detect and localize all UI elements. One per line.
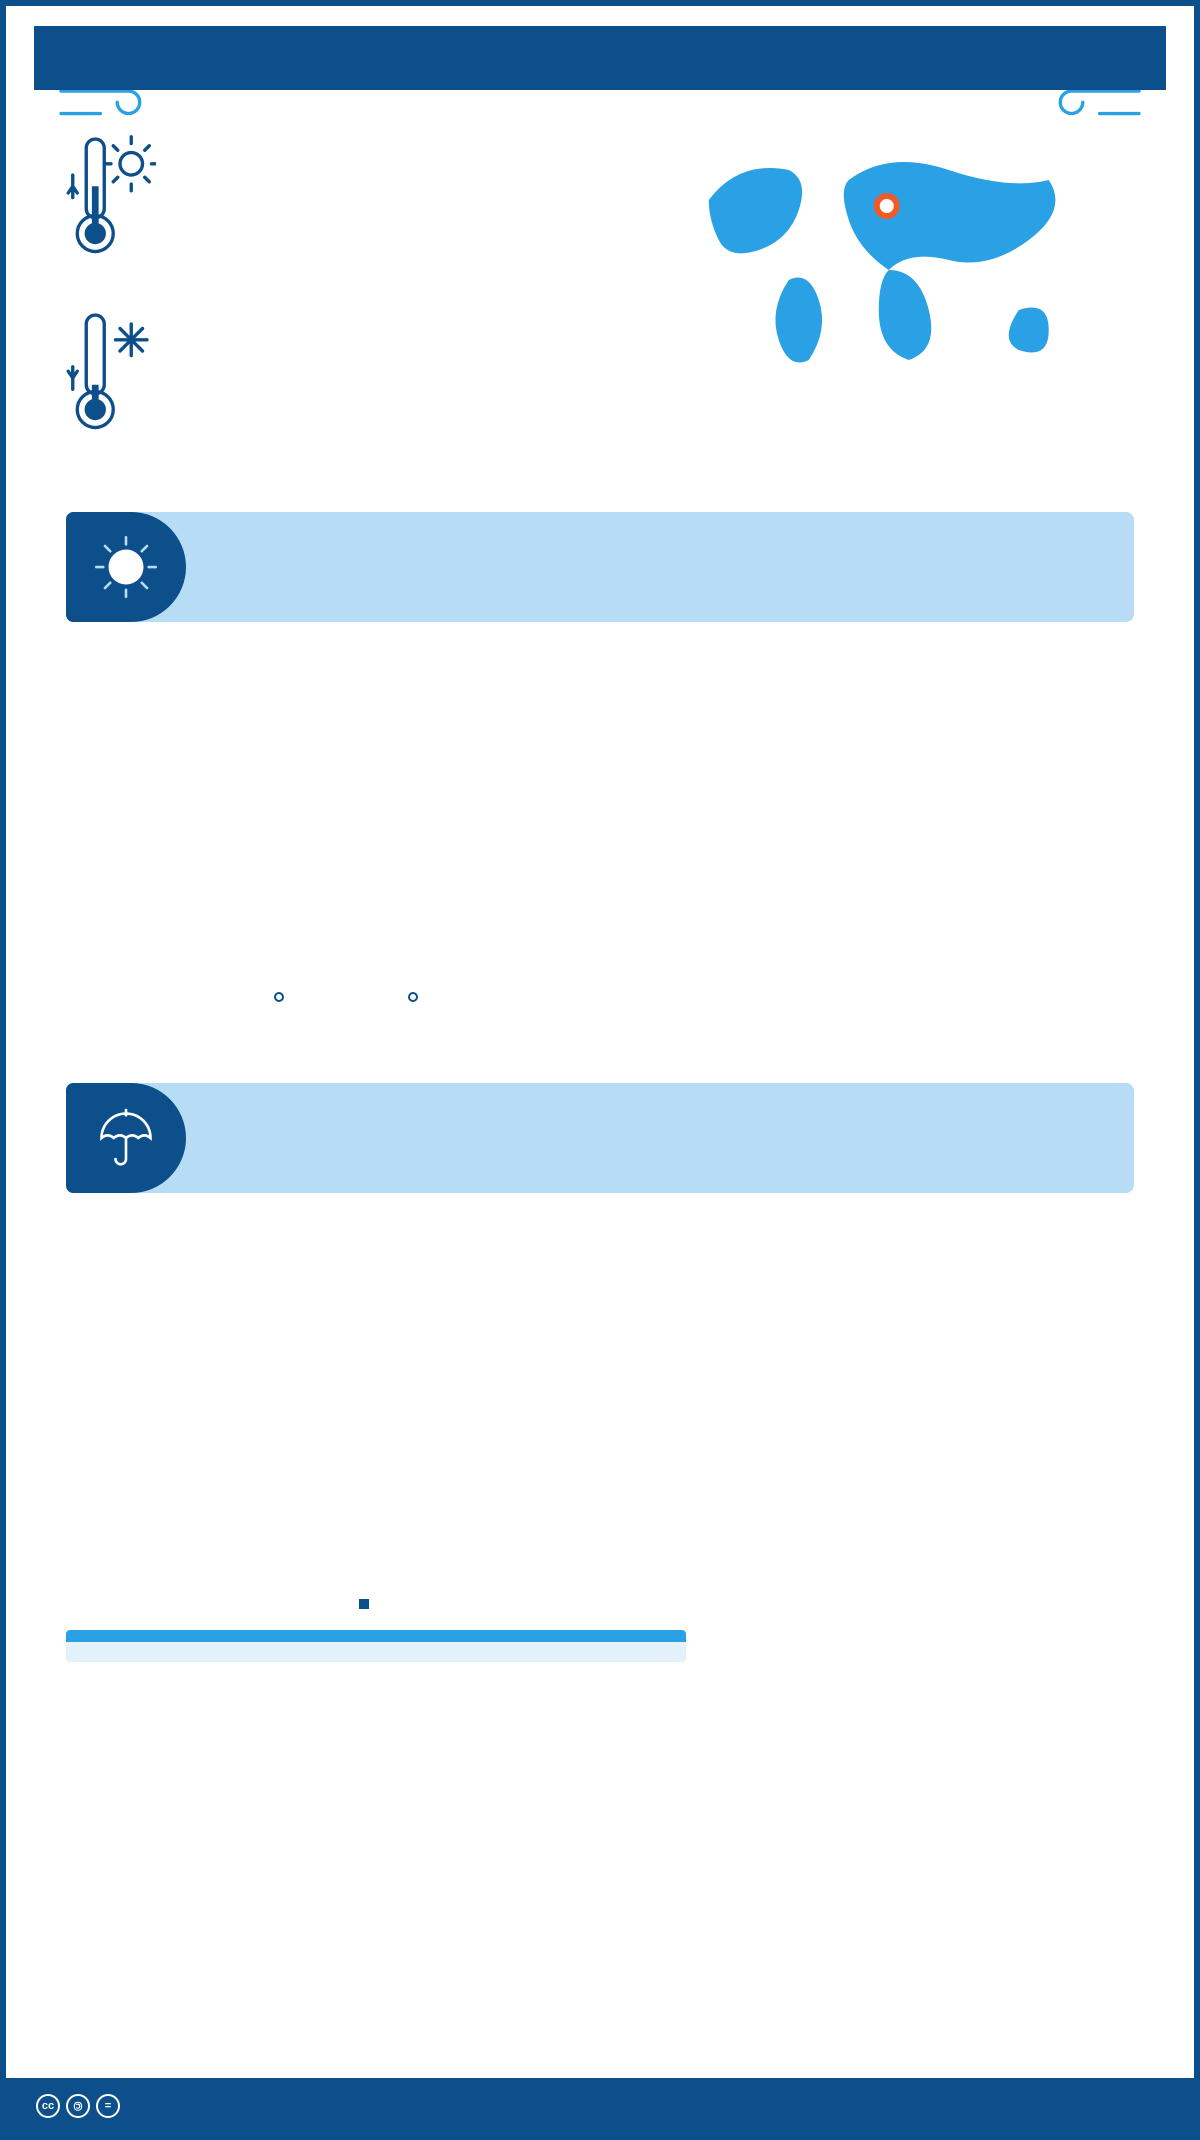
- cc-icon: cc: [36, 2094, 60, 2118]
- warmest-block: [66, 130, 604, 270]
- header: [34, 26, 1166, 90]
- coldest-block: [66, 306, 604, 446]
- probability-row: [66, 1642, 686, 1662]
- sun-icon: [66, 512, 186, 622]
- probability-title: [66, 1630, 686, 1642]
- thermometer-cold-icon: [66, 306, 156, 446]
- world-map: [644, 130, 1134, 390]
- precipitation-bar-chart: [66, 1223, 686, 1577]
- footer: cc 🄯 =: [6, 2078, 1194, 2134]
- precip-chart-legend: [66, 1596, 686, 1610]
- coordinates: [1140, 140, 1154, 149]
- temperature-line-chart: [66, 652, 660, 970]
- cc-nd-icon: =: [96, 2094, 120, 2118]
- section-bar-temperature: [66, 512, 1134, 622]
- cc-by-icon: 🄯: [66, 2094, 90, 2118]
- section-bar-precipitation: [66, 1083, 1134, 1193]
- thermometer-hot-icon: [66, 130, 156, 270]
- temp-chart-legend: [66, 989, 660, 1003]
- umbrella-icon: [66, 1083, 186, 1193]
